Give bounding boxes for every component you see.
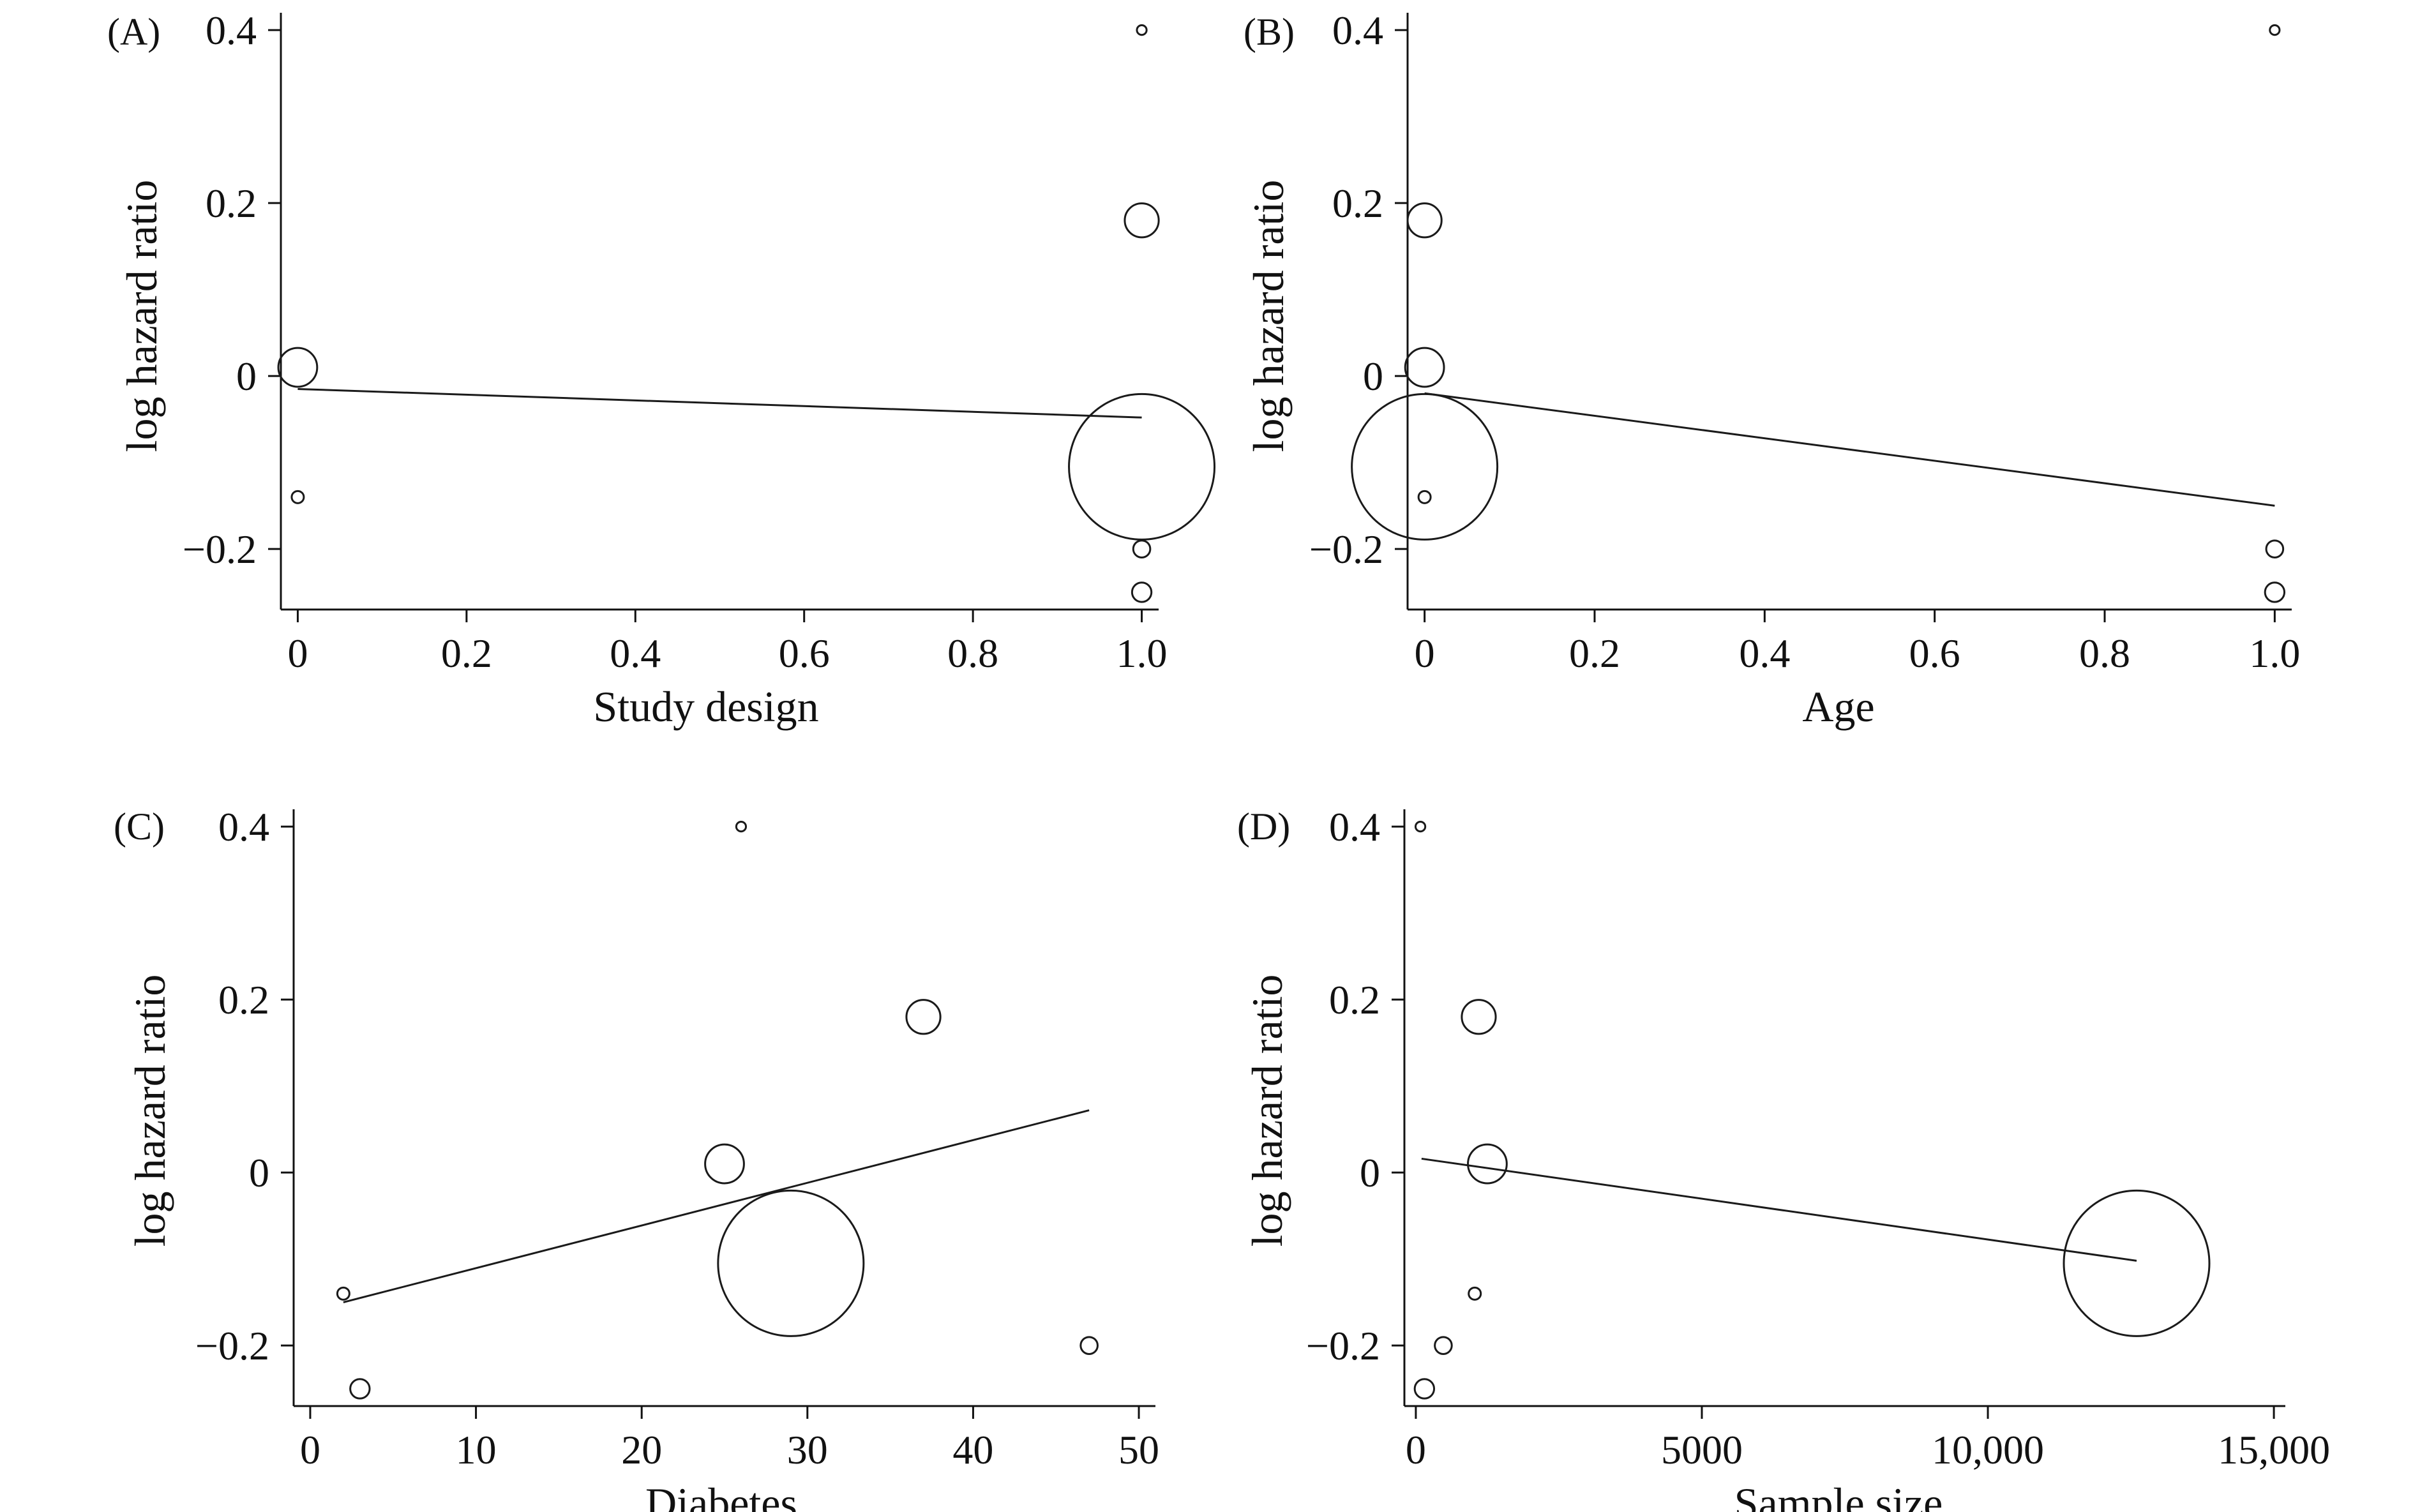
y-tick-label: 0 (1360, 1150, 1380, 1195)
data-point (905, 999, 942, 1035)
y-tick-label: 0 (1363, 354, 1383, 399)
data-point (277, 347, 319, 388)
y-tick-label: 0.2 (1332, 181, 1383, 226)
y-tick-label: −0.2 (1306, 1323, 1380, 1368)
y-tick-label: 0.4 (206, 8, 257, 53)
data-point (2265, 539, 2285, 558)
x-tick-label: 0 (287, 631, 308, 676)
data-point (290, 490, 305, 504)
x-tick-label: 1.0 (1116, 631, 1168, 676)
data-point (336, 1286, 350, 1301)
panel-label: (C) (114, 805, 165, 848)
x-tick-label: 10,000 (1932, 1427, 2044, 1472)
y-tick-label: 0.4 (1329, 804, 1380, 850)
x-axis-label: Diabetes (645, 1479, 797, 1512)
x-axis-label: Study design (593, 682, 818, 731)
y-tick-label: −0.2 (183, 527, 257, 572)
x-tick-label: 0.2 (441, 631, 492, 676)
data-point (1461, 999, 1497, 1035)
x-tick-label: 0 (1415, 631, 1435, 676)
x-tick-label: 0.6 (779, 631, 830, 676)
x-tick-label: 20 (621, 1427, 662, 1472)
x-axis-label: Sample size (1734, 1479, 1943, 1512)
fit-line (297, 387, 1142, 419)
x-axis-label: Age (1802, 682, 1874, 731)
x-tick-label: 0.8 (947, 631, 998, 676)
data-point (1136, 24, 1148, 36)
data-point (2264, 581, 2286, 603)
panel-b: (B) Age log hazard ratio 0 0.2 0.4 0.6 0.8 1.… (1244, 8, 2300, 731)
y-tick-label: 0.2 (1329, 977, 1380, 1022)
y-axis-label: log hazard ratio (126, 975, 174, 1247)
data-point (349, 1378, 371, 1400)
y-tick-label: 0.4 (218, 804, 269, 850)
y-axis-label: log hazard ratio (117, 180, 166, 453)
y-tick-label: −0.2 (1309, 527, 1383, 572)
x-tick-label: 15,000 (2218, 1427, 2330, 1472)
panel-label: (A) (107, 11, 160, 53)
y-axis-label: log hazard ratio (1243, 975, 1291, 1247)
x-tick-label: 40 (952, 1427, 993, 1472)
x-tick-label: 0 (300, 1427, 320, 1472)
y-tick-label: 0.2 (206, 181, 257, 226)
x-tick-label: 0.4 (1739, 631, 1790, 676)
y-axis-label: log hazard ratio (1244, 180, 1293, 453)
data-point (1417, 490, 1432, 504)
x-tick-label: 30 (787, 1427, 828, 1472)
data-point (1406, 202, 1443, 239)
data-point (1414, 821, 1427, 833)
x-tick-label: 0.6 (1909, 631, 1960, 676)
data-point (1413, 1378, 1436, 1400)
data-point (735, 821, 748, 833)
data-point (1132, 539, 1152, 558)
panel-d: (D) Sample size log hazard ratio 0 5000 10… (1237, 804, 2330, 1512)
x-tick-label: 0.8 (2079, 631, 2130, 676)
data-point (1351, 393, 1499, 541)
x-tick-label: 1.0 (2249, 631, 2300, 676)
panel-label: (B) (1244, 11, 1295, 53)
y-tick-label: 0 (249, 1150, 269, 1195)
x-tick-label: 5000 (1661, 1427, 1743, 1472)
x-tick-label: 50 (1118, 1427, 1159, 1472)
fit-line (1424, 392, 2275, 507)
x-tick-label: 0.4 (610, 631, 661, 676)
fit-line (343, 1109, 1090, 1303)
x-tick-label: 0.2 (1569, 631, 1620, 676)
data-point (704, 1143, 745, 1185)
panel-label: (D) (1237, 805, 1290, 848)
panel-a: (A) Study design log hazard ratio 0 0.2 0.… (107, 8, 1216, 731)
data-point (1434, 1336, 1453, 1355)
data-point (717, 1189, 865, 1337)
data-point (1404, 347, 1445, 388)
data-point (1131, 581, 1153, 603)
data-point (1124, 202, 1160, 239)
data-point (1079, 1336, 1099, 1355)
y-tick-label: 0.2 (218, 977, 269, 1022)
data-point (1468, 1286, 1482, 1301)
fit-line (1421, 1157, 2137, 1262)
panel-c: (C) Diabetes log hazard ratio 0 10 20 30 40 5… (114, 804, 1159, 1512)
y-tick-label: 0 (236, 354, 257, 399)
data-point (2269, 24, 2281, 36)
y-tick-label: 0.4 (1332, 8, 1383, 53)
x-tick-label: 10 (456, 1427, 497, 1472)
data-point (2063, 1189, 2211, 1337)
y-tick-label: −0.2 (195, 1323, 269, 1368)
x-tick-label: 0 (1406, 1427, 1426, 1472)
data-point (1467, 1143, 1508, 1185)
